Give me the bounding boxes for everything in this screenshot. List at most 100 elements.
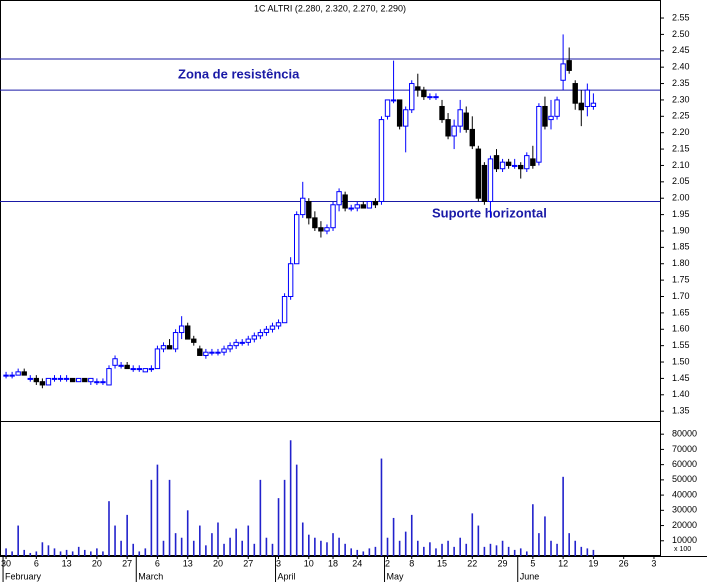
y-tick-label: 1.40 — [672, 389, 690, 399]
candle-body — [566, 60, 572, 71]
x-tick-label: 10 — [304, 558, 314, 568]
volume-bar — [592, 549, 595, 556]
y-tick-label: 1.50 — [672, 356, 690, 366]
volume-bar — [513, 549, 516, 556]
volume-bar — [283, 479, 286, 556]
y-tick-label: 2.50 — [672, 29, 690, 39]
candle-body — [548, 115, 554, 121]
candle-body — [136, 368, 142, 371]
volume-bar — [550, 540, 552, 556]
candle-body — [511, 164, 518, 167]
y-tick-label: 1.35 — [672, 406, 690, 416]
candle-body — [275, 322, 282, 327]
candle-body — [21, 371, 27, 376]
volume-bar — [65, 549, 68, 556]
volume-bar — [374, 546, 377, 556]
y-tick-label: 2.25 — [672, 111, 690, 121]
y-tick-label: 2.20 — [672, 127, 690, 137]
volume-bar — [332, 533, 334, 556]
volume-bar — [47, 545, 50, 556]
volume-bar — [186, 510, 189, 556]
volume-bar — [271, 543, 274, 556]
candle-body — [160, 345, 167, 350]
x-tick-label: 22 — [467, 558, 477, 568]
candle-body — [330, 204, 336, 229]
volume-bar — [114, 525, 116, 556]
volume-bar — [568, 533, 570, 556]
volume-bar — [338, 537, 340, 556]
volume-bar — [580, 546, 583, 556]
volume-bar — [11, 551, 13, 556]
candle-body — [451, 125, 457, 137]
candle-body — [257, 332, 264, 337]
volume-bar — [538, 533, 540, 556]
candle-body — [390, 99, 397, 102]
x-tick-label: 8 — [409, 558, 414, 568]
candle-body — [142, 368, 149, 373]
candle-body — [524, 155, 530, 170]
candle-body — [342, 194, 348, 209]
y-tick-label: 1.80 — [672, 258, 690, 268]
y2-tick-label: 10000 — [672, 535, 697, 545]
volume-bar — [308, 534, 310, 556]
volume-bar — [241, 540, 244, 556]
candle-body — [82, 377, 88, 383]
volume-bar — [350, 548, 352, 556]
y-tick-label: 1.60 — [672, 324, 690, 334]
x-tick-label: 6 — [34, 558, 39, 568]
candle-body — [536, 105, 542, 163]
volume-bar — [17, 525, 19, 556]
volume-bar — [29, 552, 32, 556]
volume-bar — [301, 522, 304, 556]
candle-body — [318, 227, 324, 232]
candle-body — [191, 338, 197, 343]
x-tick-label: 3 — [651, 558, 656, 568]
candle-body — [172, 332, 179, 350]
volume-bar — [199, 525, 201, 556]
volume-bar — [144, 548, 147, 556]
candle-body — [185, 325, 191, 340]
volume-bar — [398, 540, 401, 556]
candle-body — [281, 296, 288, 324]
volume-bar — [168, 479, 171, 556]
candle-body — [112, 358, 118, 366]
candle-body — [481, 164, 488, 202]
month-label: June — [520, 571, 540, 581]
candle-body — [578, 102, 584, 111]
candle-body — [409, 83, 415, 111]
x-tick-label: 20 — [92, 558, 102, 568]
volume-bar — [556, 543, 558, 556]
y-tick-label: 2.40 — [672, 62, 690, 72]
volume-bar — [90, 551, 92, 556]
month-label: February — [5, 571, 42, 581]
x-tick-label: 13 — [62, 558, 72, 568]
annotation: Suporte horizontal — [432, 205, 547, 220]
x-tick-label: 13 — [183, 558, 193, 568]
candle-body — [463, 112, 469, 130]
candle-body — [166, 345, 173, 350]
y-tick-label: 1.85 — [672, 242, 690, 252]
volume-bar — [108, 501, 110, 556]
y-tick-label: 1.70 — [672, 291, 690, 301]
volume-bar — [525, 551, 528, 556]
volume-bar — [362, 551, 365, 556]
x-tick-label: 12 — [558, 558, 568, 568]
y2-tick-label: 80000 — [672, 429, 697, 439]
y2-tick-label: 60000 — [672, 459, 697, 469]
volume-bar — [150, 479, 153, 556]
volume-bar — [519, 548, 522, 556]
volume-bar — [277, 498, 280, 556]
candle-body — [221, 348, 227, 353]
volume-bar — [162, 540, 165, 556]
volume-bar — [77, 546, 80, 556]
volume-bar — [53, 548, 56, 556]
month-label: May — [387, 571, 405, 581]
volume-bar — [41, 542, 44, 556]
volume-bar — [477, 525, 480, 556]
volume-bar — [102, 551, 104, 556]
volume-bar — [471, 513, 474, 556]
candle-body — [445, 119, 451, 137]
candle-body — [554, 99, 560, 117]
y2-tick-label: 50000 — [672, 474, 697, 484]
candle-body — [415, 86, 421, 91]
